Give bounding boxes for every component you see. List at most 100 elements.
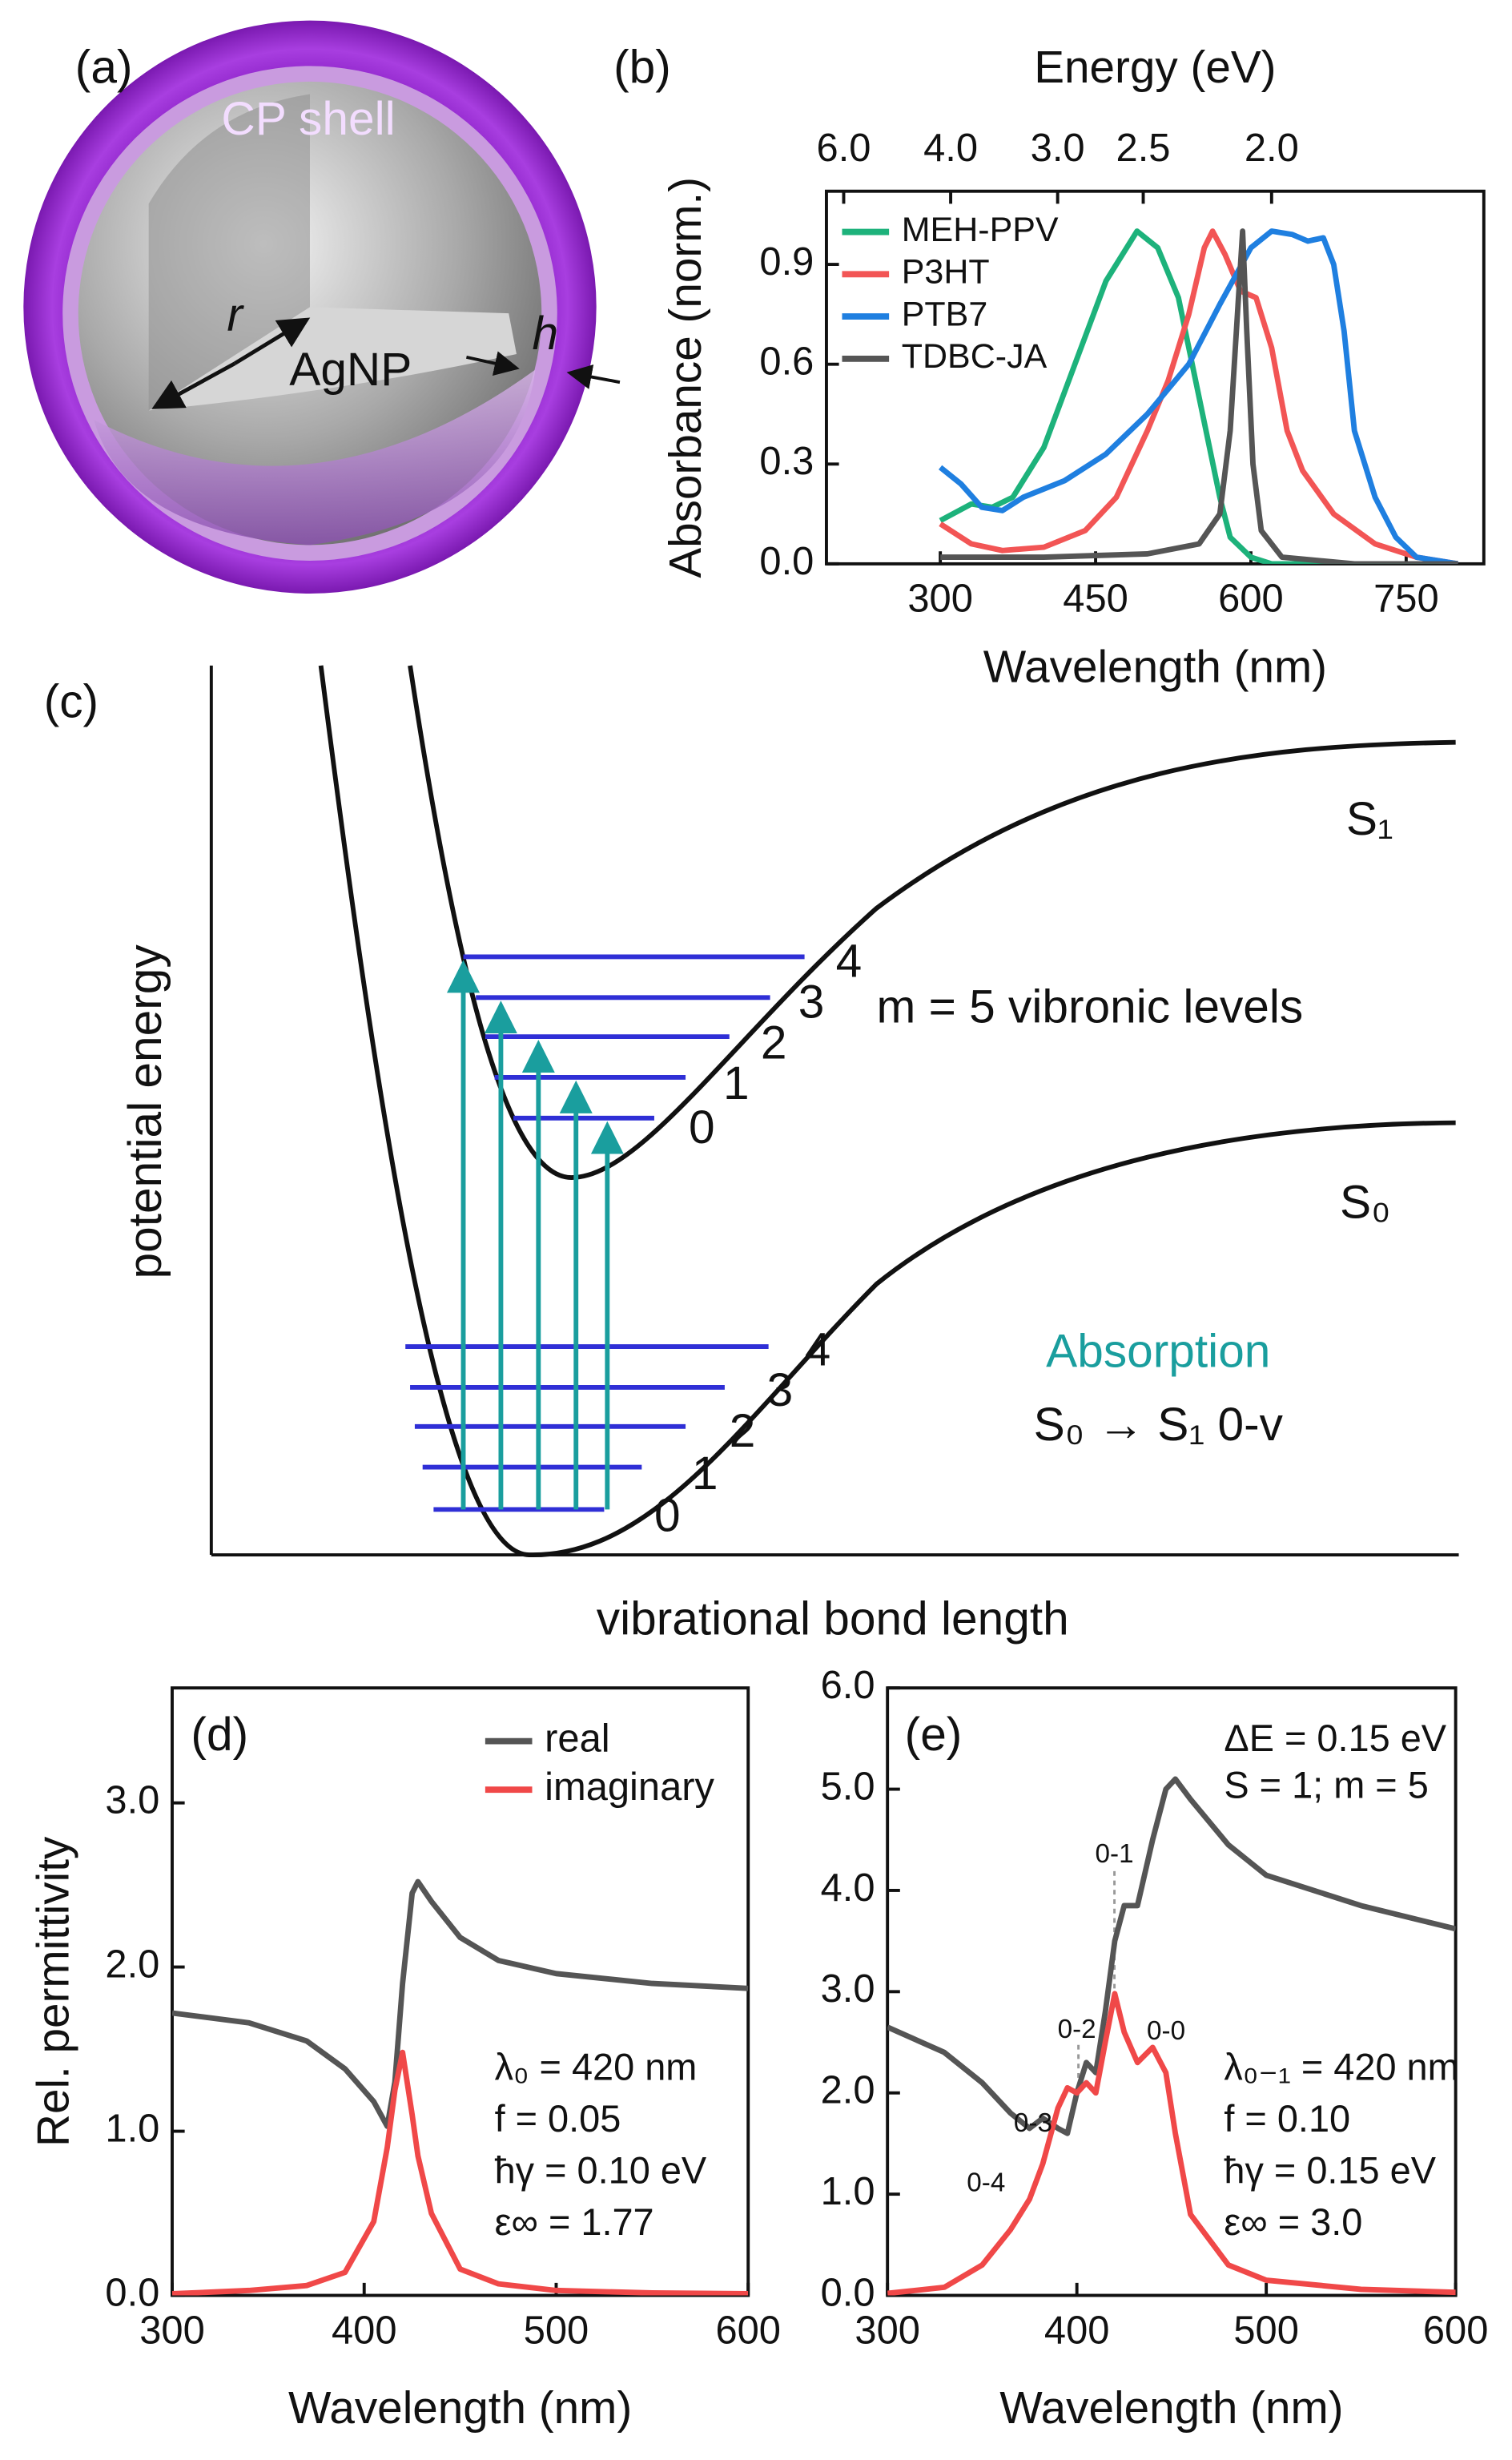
state-label: S₀ xyxy=(1340,1177,1390,1229)
x-tick-label: 600 xyxy=(1218,578,1284,621)
radius-arrow xyxy=(151,361,236,409)
thickness-label: h xyxy=(533,308,559,360)
transition-label: S₀ → S₁ 0-v xyxy=(1034,1399,1284,1451)
y-tick-label: 5.0 xyxy=(821,1765,875,1808)
panel-label: (d) xyxy=(191,1709,248,1761)
thickness-arrow xyxy=(566,364,621,389)
panel-label: (c) xyxy=(44,675,99,727)
y-tick-label: 2.0 xyxy=(821,2069,875,2112)
series-line xyxy=(887,1991,1456,2296)
y-tick-label: 0.0 xyxy=(821,2271,875,2314)
excited-state-curve xyxy=(408,665,1456,1180)
level-label: 0 xyxy=(689,1101,715,1154)
levels-note: m = 5 vibronic levels xyxy=(876,980,1303,1033)
series-line xyxy=(171,2049,749,2296)
x2-tick-label: 2.0 xyxy=(1245,127,1299,170)
panel-label: (b) xyxy=(613,42,671,94)
parameter: f = 0.10 xyxy=(1224,2098,1350,2140)
level-label: 0 xyxy=(654,1490,681,1542)
x2-tick-label: 2.5 xyxy=(1116,127,1171,170)
process-label: Absorption xyxy=(1046,1325,1270,1377)
plot: 300 400 500 600 0.0 1.0 2.0 3.0 4.0 5.0 6.0 Wavelen… xyxy=(821,1664,1489,2434)
legend-label: P3HT xyxy=(902,253,990,292)
x-axis-label: Wavelength (nm) xyxy=(983,642,1327,693)
parameter: ΔE = 0.15 eV xyxy=(1224,1717,1446,1759)
series-line xyxy=(171,1878,749,2129)
x-tick-label: 400 xyxy=(1044,2309,1110,2352)
panel-label: (e) xyxy=(905,1709,963,1761)
annotation: 0-4 xyxy=(967,2168,1005,2198)
x-tick-label: 300 xyxy=(139,2309,205,2352)
legend-label: imaginary xyxy=(545,1765,714,1809)
annotation: 0-3 xyxy=(1014,2108,1052,2138)
level-label: 4 xyxy=(836,936,863,988)
level-label: 4 xyxy=(805,1323,831,1375)
panel-c: 0 1 2 3 4 0 1 2 3 4 (c) S₁ S₀ m = 5 vibr… xyxy=(44,665,1459,1645)
level-label: 3 xyxy=(798,976,825,1029)
y-axis-label: Absorbance (norm.) xyxy=(661,177,711,578)
x2-tick-label: 3.0 xyxy=(1031,127,1085,170)
level-label: 1 xyxy=(692,1447,718,1500)
x2-tick-label: 4.0 xyxy=(923,127,978,170)
y-tick-label: 0.0 xyxy=(105,2271,159,2314)
legend-label: MEH-PPV xyxy=(902,211,1059,249)
y-tick-label: 0.3 xyxy=(759,440,814,483)
plot-frame xyxy=(171,1686,750,2297)
parameter: λ₀₋₁ = 420 nm xyxy=(1224,2046,1458,2088)
y-tick-label: 2.0 xyxy=(105,1943,159,1987)
x-axis-label: Wavelength (nm) xyxy=(999,2383,1343,2434)
legend-label: TDBC-JA xyxy=(902,337,1048,376)
x-tick-label: 500 xyxy=(1233,2309,1299,2352)
series-line xyxy=(939,228,1459,564)
level-label: 2 xyxy=(730,1405,756,1457)
radius-label: r xyxy=(227,289,244,341)
thickness-arrow xyxy=(466,351,520,376)
parameter: S = 1; m = 5 xyxy=(1224,1765,1428,1806)
parameter: ħγ = 0.15 eV xyxy=(1224,2149,1436,2191)
x-tick-label: 400 xyxy=(332,2309,397,2352)
annotation: 0-1 xyxy=(1096,1839,1134,1869)
y-tick-label: 1.0 xyxy=(105,2107,159,2150)
x-tick-label: 450 xyxy=(1063,578,1128,621)
plot-frame xyxy=(824,189,1486,566)
cut-face-side xyxy=(148,94,310,411)
x2-tick-label: 6.0 xyxy=(817,127,871,170)
annotation: 0-0 xyxy=(1147,2016,1185,2046)
level-label: 3 xyxy=(767,1364,794,1416)
cut-bowl xyxy=(94,369,536,546)
series-line xyxy=(940,228,1458,564)
x-tick-label: 600 xyxy=(715,2309,781,2352)
plot: 300 400 500 600 0.0 1.0 2.0 3.0 Wavelength (nm) R… xyxy=(28,1686,781,2434)
x-tick-label: 600 xyxy=(1423,2309,1489,2352)
level-label: 2 xyxy=(761,1017,787,1069)
y-tick-label: 3.0 xyxy=(821,1967,875,2011)
x-axis-label: Wavelength (nm) xyxy=(288,2383,632,2434)
parameter: ε∞ = 3.0 xyxy=(1224,2201,1362,2243)
core-label: AgNP xyxy=(289,344,412,396)
y-axis-label: potential energy xyxy=(119,944,171,1279)
absorption-arrows xyxy=(446,960,624,1510)
series-line xyxy=(939,228,1459,564)
y-tick-label: 0.9 xyxy=(759,240,814,284)
parameter: ħγ = 0.10 eV xyxy=(495,2149,707,2191)
x2-axis-label: Energy (eV) xyxy=(1034,42,1276,93)
x-tick-label: 300 xyxy=(907,578,973,621)
x-axis-label: vibrational bond length xyxy=(597,1593,1069,1645)
cut-face xyxy=(148,307,517,411)
y-tick-label: 0.6 xyxy=(759,340,814,384)
y-tick-label: 4.0 xyxy=(821,1866,875,1910)
parameter: λ₀ = 420 nm xyxy=(495,2046,698,2088)
level-label: 1 xyxy=(723,1057,750,1109)
x-tick-label: 750 xyxy=(1373,578,1439,621)
y-tick-label: 3.0 xyxy=(105,1779,159,1822)
radius-arrow xyxy=(233,317,311,365)
state-label: S₁ xyxy=(1346,793,1393,845)
ground-state-curve xyxy=(318,665,1456,1557)
panel-label: (a) xyxy=(75,42,133,94)
x-tick-label: 300 xyxy=(855,2309,920,2352)
parameter: ε∞ = 1.77 xyxy=(495,2201,654,2243)
x-tick-label: 500 xyxy=(524,2309,589,2352)
annotation: 0-2 xyxy=(1058,2015,1096,2044)
